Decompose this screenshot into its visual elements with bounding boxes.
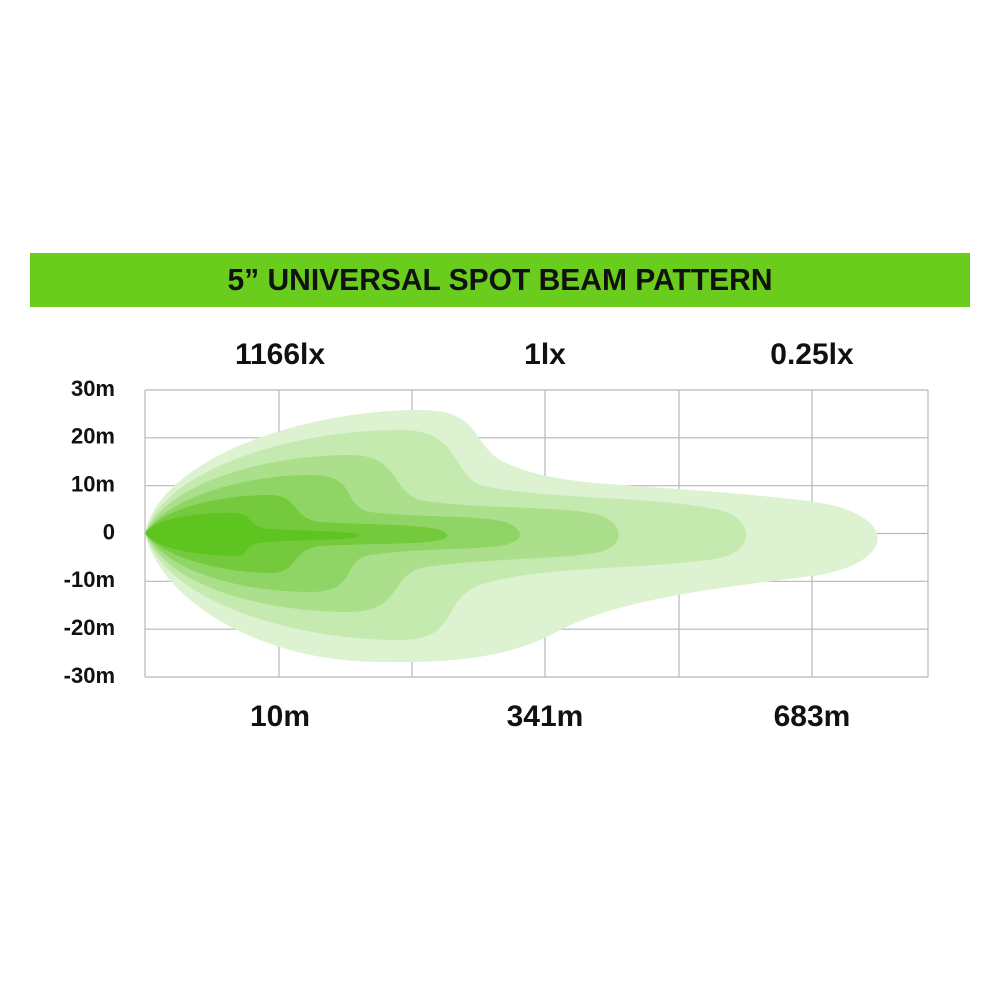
- lux-label: 0.25lx: [770, 338, 854, 371]
- y-axis-label: -20m: [64, 615, 115, 640]
- distance-label: 683m: [774, 700, 851, 733]
- lux-label: 1166lx: [235, 338, 325, 371]
- beam-zone: [145, 512, 360, 556]
- distance-label: 341m: [507, 700, 584, 733]
- y-axis-label: 30m: [71, 376, 115, 401]
- y-axis-label: -10m: [64, 567, 115, 592]
- distance-label: 10m: [250, 700, 310, 733]
- y-axis-label: 0: [103, 519, 115, 544]
- lux-label: 1lx: [524, 338, 566, 371]
- y-axis-label: -30m: [64, 663, 115, 688]
- y-axis-label: 20m: [71, 424, 115, 449]
- labels: 30m 20m 10m 0 -10m -20m -30m 1166lx 1lx 0.25lx 10m…: [64, 338, 854, 733]
- title: 5” UNIVERSAL SPOT BEAM PATTERN: [228, 262, 773, 297]
- beam: [145, 410, 878, 663]
- title-bar: [30, 253, 970, 307]
- y-axis-label: 10m: [71, 471, 115, 496]
